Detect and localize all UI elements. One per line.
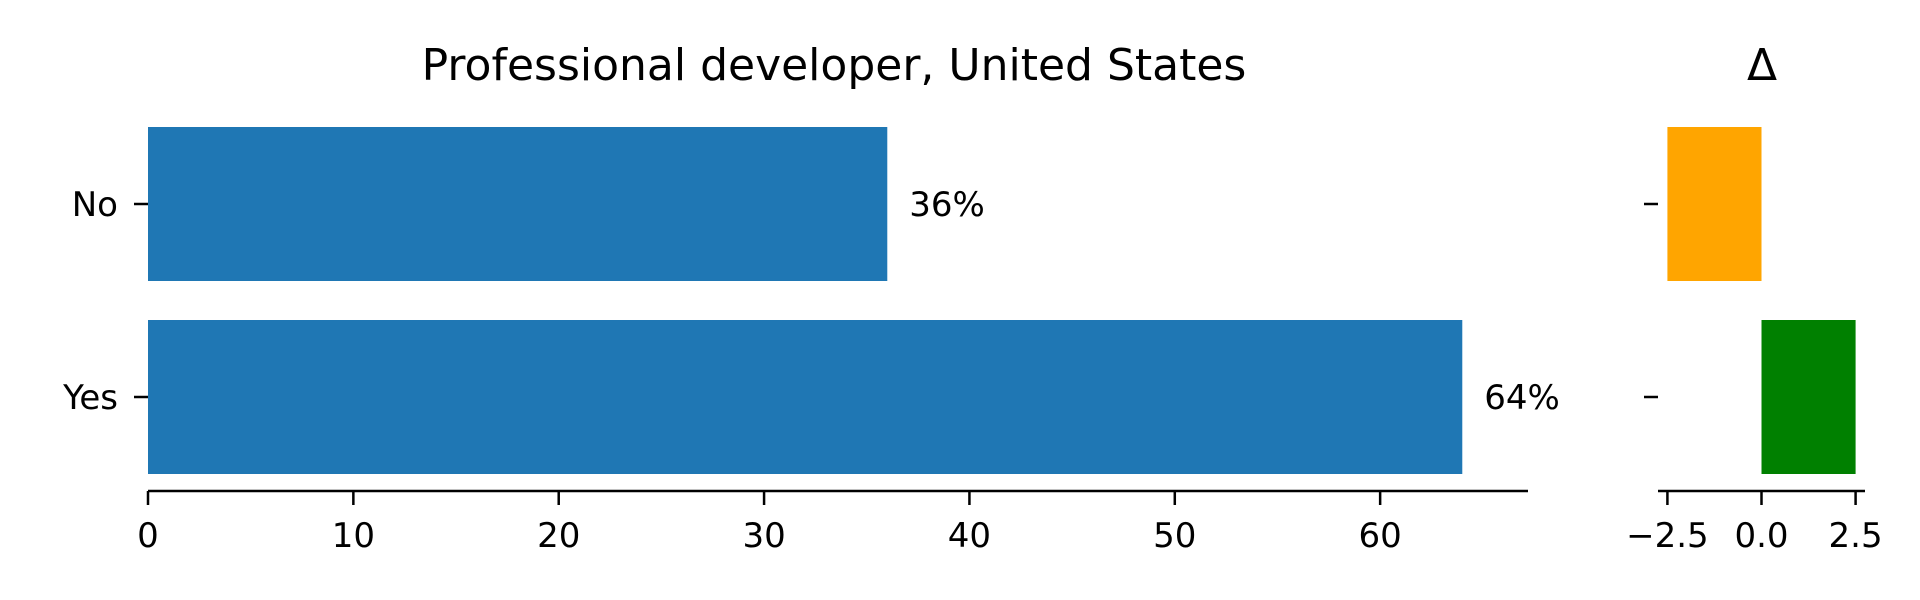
delta-x-axis-ticks: −2.5 0.0 2.5 <box>1626 491 1883 556</box>
delta-bar-no <box>1667 127 1762 281</box>
x-tick-label-40: 40 <box>948 516 991 556</box>
x-tick-label-60: 60 <box>1359 516 1402 556</box>
delta-x-tick-label--2-5: −2.5 <box>1626 516 1709 556</box>
delta-bars <box>1667 127 1856 474</box>
x-tick-label-10: 10 <box>332 516 375 556</box>
main-x-axis-ticks: 0 10 20 30 40 50 60 <box>137 491 1402 556</box>
main-y-axis: No Yes <box>62 185 148 418</box>
main-bar-chart: Professional developer, United States 36… <box>62 40 1560 556</box>
main-chart-title: Professional developer, United States <box>422 40 1247 91</box>
delta-x-tick-label-0-0: 0.0 <box>1734 516 1788 556</box>
y-tick-label-yes: Yes <box>62 378 118 418</box>
bar-yes <box>148 320 1463 474</box>
data-label-no: 36% <box>909 185 985 225</box>
x-tick-label-30: 30 <box>742 516 785 556</box>
y-tick-label-no: No <box>72 185 118 225</box>
delta-y-axis <box>1644 202 1658 399</box>
delta-bar-yes <box>1761 320 1856 474</box>
main-data-labels: 36% 64% <box>909 185 1560 418</box>
x-tick-label-50: 50 <box>1153 516 1196 556</box>
delta-bar-chart: Δ −2.5 0.0 2.5 <box>1626 40 1883 556</box>
delta-chart-title: Δ <box>1747 40 1777 91</box>
bar-no <box>148 127 888 281</box>
x-tick-label-0: 0 <box>137 516 159 556</box>
data-label-yes: 64% <box>1484 378 1560 418</box>
main-bars <box>148 127 1463 474</box>
delta-x-tick-label-2-5: 2.5 <box>1829 516 1883 556</box>
x-tick-label-20: 20 <box>537 516 580 556</box>
